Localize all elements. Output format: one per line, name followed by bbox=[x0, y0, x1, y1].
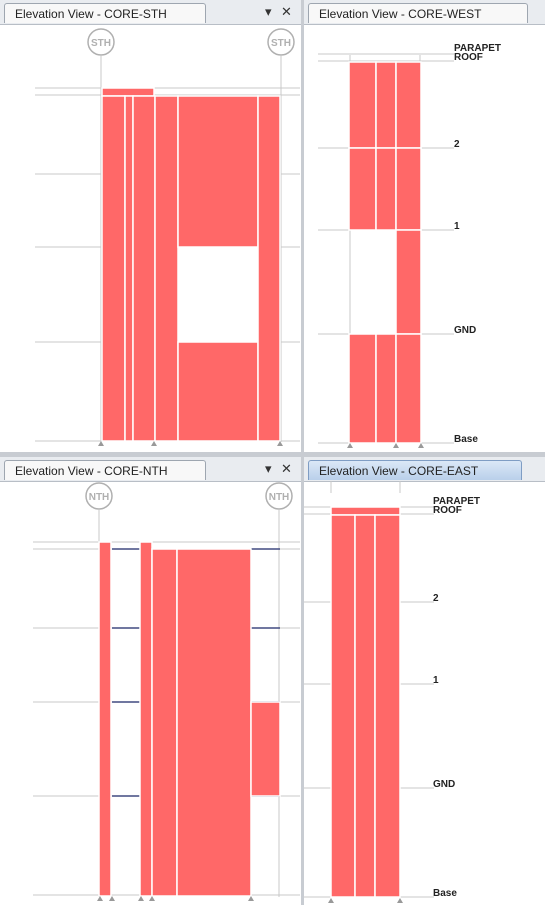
elevation-view-core-sth[interactable]: Elevation View - CORE-STH ▾ ✕ STH STH bbox=[0, 0, 301, 452]
tab-title: Elevation View - CORE-NTH bbox=[15, 463, 168, 478]
tab-title: Elevation View - CORE-EAST bbox=[319, 463, 479, 478]
level-label-parapet: PARAPET bbox=[433, 496, 480, 507]
elevation-drawing[interactable]: PARAPET ROOF 2 1 GND Base bbox=[304, 457, 545, 905]
wall-panels[interactable] bbox=[348, 61, 422, 444]
wall-panels[interactable] bbox=[101, 87, 281, 442]
elevation-view-core-nth[interactable]: Elevation View - CORE-NTH ▾ ✕ NTH NTH bbox=[0, 457, 301, 905]
level-labels: PARAPET ROOF 2 1 GND Base bbox=[433, 496, 480, 899]
view-tab-bar: Elevation View - CORE-STH ▾ ✕ bbox=[0, 0, 301, 25]
level-label-base: Base bbox=[433, 888, 457, 899]
tab-title: Elevation View - CORE-STH bbox=[15, 6, 167, 21]
view-tab-bar: Elevation View - CORE-NTH ▾ ✕ bbox=[0, 457, 301, 482]
elevation-view-core-east[interactable]: Elevation View - CORE-EAST PARAPET ROOF … bbox=[304, 457, 545, 905]
tab-core-sth[interactable]: Elevation View - CORE-STH bbox=[4, 3, 206, 23]
level-label-gnd: GND bbox=[433, 779, 455, 790]
level-label-roof: ROOF bbox=[433, 505, 462, 516]
level-label-roof: ROOF bbox=[454, 52, 483, 63]
base-markers bbox=[98, 441, 283, 446]
elevation-view-core-west[interactable]: Elevation View - CORE-WEST bbox=[304, 0, 545, 452]
grid-bubble-end[interactable]: NTH bbox=[265, 482, 293, 897]
level-labels: PARAPET ROOF 2 1 GND Base bbox=[454, 43, 501, 445]
level-label-parapet: PARAPET bbox=[454, 43, 501, 54]
base-markers bbox=[97, 896, 254, 901]
close-icon[interactable]: ✕ bbox=[281, 461, 292, 476]
grid-bubble-start[interactable]: STH bbox=[87, 28, 115, 442]
svg-text:NTH: NTH bbox=[89, 492, 110, 503]
level-label-2: 2 bbox=[433, 593, 439, 604]
base-markers bbox=[347, 443, 424, 448]
level-label-1: 1 bbox=[433, 675, 439, 686]
elevation-drawing[interactable]: STH STH bbox=[0, 0, 301, 452]
close-icon[interactable]: ✕ bbox=[281, 4, 292, 19]
view-tab-bar: Elevation View - CORE-EAST bbox=[304, 457, 545, 482]
tab-core-west[interactable]: Elevation View - CORE-WEST bbox=[308, 3, 528, 23]
level-label-base: Base bbox=[454, 434, 478, 445]
tab-title: Elevation View - CORE-WEST bbox=[319, 6, 482, 21]
wall-panels[interactable] bbox=[330, 506, 401, 898]
svg-text:STH: STH bbox=[91, 38, 111, 49]
level-label-gnd: GND bbox=[454, 325, 476, 336]
elevation-drawing[interactable]: NTH NTH bbox=[0, 457, 301, 905]
level-label-1: 1 bbox=[454, 221, 460, 232]
view-tab-bar: Elevation View - CORE-WEST bbox=[304, 0, 545, 25]
base-markers bbox=[328, 898, 403, 903]
level-label-2: 2 bbox=[454, 139, 460, 150]
wall-panels[interactable] bbox=[98, 541, 281, 897]
tab-core-nth[interactable]: Elevation View - CORE-NTH bbox=[4, 460, 206, 480]
svg-text:NTH: NTH bbox=[269, 492, 290, 503]
tab-dropdown-icon[interactable]: ▾ bbox=[265, 4, 272, 19]
tab-dropdown-icon[interactable]: ▾ bbox=[265, 461, 272, 476]
elevation-drawing[interactable]: PARAPET ROOF 2 1 GND Base bbox=[304, 0, 545, 452]
grid-lines bbox=[330, 481, 401, 493]
svg-text:STH: STH bbox=[271, 38, 291, 49]
tab-core-east[interactable]: Elevation View - CORE-EAST bbox=[308, 460, 522, 480]
grid-bubble-end[interactable]: STH bbox=[267, 28, 295, 442]
